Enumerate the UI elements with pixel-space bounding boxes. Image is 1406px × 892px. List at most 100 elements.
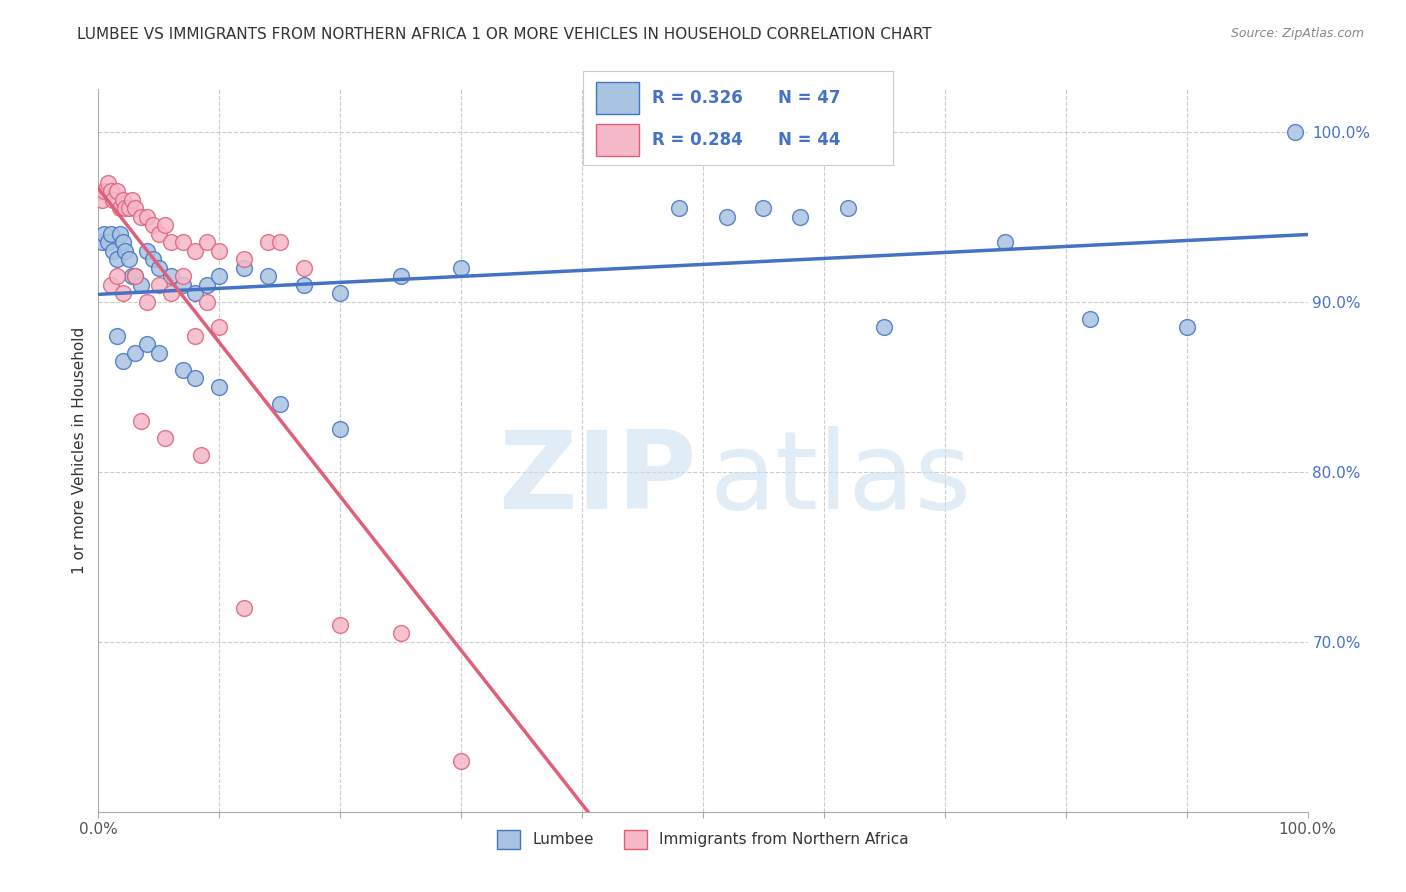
FancyBboxPatch shape <box>596 124 640 156</box>
Point <box>135 337 157 351</box>
Point <box>91 235 114 250</box>
Point <box>124 269 146 284</box>
Point <box>450 754 472 768</box>
Point <box>256 269 278 284</box>
Point <box>111 193 134 207</box>
Point <box>1078 311 1101 326</box>
Point <box>789 210 811 224</box>
Point <box>160 269 183 284</box>
Point <box>135 294 157 309</box>
Point <box>389 626 412 640</box>
Point <box>195 235 218 250</box>
Point <box>142 218 165 232</box>
Text: ZIP: ZIP <box>499 426 697 533</box>
Legend: Lumbee, Immigrants from Northern Africa: Lumbee, Immigrants from Northern Africa <box>491 824 915 855</box>
Point <box>93 184 115 198</box>
Point <box>129 210 152 224</box>
Point <box>105 252 128 267</box>
Point <box>668 201 690 215</box>
Point <box>232 252 254 267</box>
Point <box>148 277 170 292</box>
Point <box>184 328 207 343</box>
Point <box>190 448 212 462</box>
Text: R = 0.284: R = 0.284 <box>651 131 742 149</box>
Point <box>148 345 170 359</box>
Point <box>752 201 775 215</box>
Point <box>124 269 146 284</box>
Point <box>1284 125 1306 139</box>
Text: LUMBEE VS IMMIGRANTS FROM NORTHERN AFRICA 1 OR MORE VEHICLES IN HOUSEHOLD CORREL: LUMBEE VS IMMIGRANTS FROM NORTHERN AFRIC… <box>77 27 932 42</box>
Y-axis label: 1 or more Vehicles in Household: 1 or more Vehicles in Household <box>72 326 87 574</box>
Point <box>208 269 231 284</box>
Point <box>105 269 128 284</box>
Point <box>195 294 218 309</box>
Point <box>118 201 141 215</box>
Point <box>100 277 122 292</box>
Point <box>292 277 315 292</box>
Point <box>329 286 352 301</box>
Point <box>148 260 170 275</box>
Point <box>100 184 122 198</box>
Point <box>292 260 315 275</box>
Point <box>111 286 134 301</box>
Point <box>129 277 152 292</box>
Point <box>105 184 128 198</box>
Point <box>256 235 278 250</box>
Point <box>232 260 254 275</box>
Point <box>114 201 136 215</box>
Point <box>269 397 291 411</box>
Point <box>124 345 146 359</box>
Point <box>111 235 134 250</box>
Text: R = 0.326: R = 0.326 <box>651 88 742 106</box>
Point <box>184 244 207 258</box>
Point <box>269 235 291 250</box>
Point <box>232 600 254 615</box>
Point <box>135 244 157 258</box>
Point <box>172 235 194 250</box>
Text: N = 44: N = 44 <box>779 131 841 149</box>
Point <box>153 431 176 445</box>
Point <box>172 362 194 376</box>
Point <box>135 210 157 224</box>
Point <box>160 286 183 301</box>
Point <box>114 244 136 258</box>
Point <box>208 320 231 334</box>
Point <box>111 354 134 368</box>
Point <box>142 252 165 267</box>
Point <box>153 218 176 232</box>
Point <box>97 176 120 190</box>
Point <box>1175 320 1198 334</box>
Point <box>93 227 115 241</box>
Point <box>121 269 143 284</box>
Point <box>195 277 218 292</box>
Point <box>105 328 128 343</box>
Point <box>837 201 859 215</box>
Text: N = 47: N = 47 <box>779 88 841 106</box>
Point <box>184 371 207 385</box>
Point <box>716 210 738 224</box>
Point <box>108 201 131 215</box>
Text: Source: ZipAtlas.com: Source: ZipAtlas.com <box>1230 27 1364 40</box>
Point <box>108 227 131 241</box>
Point <box>389 269 412 284</box>
Point <box>91 193 114 207</box>
Point <box>101 193 124 207</box>
Point <box>124 201 146 215</box>
Point <box>97 235 120 250</box>
Point <box>450 260 472 275</box>
Point <box>172 269 194 284</box>
Point <box>208 380 231 394</box>
Point <box>101 244 124 258</box>
Point <box>118 252 141 267</box>
Point <box>148 227 170 241</box>
Point <box>100 227 122 241</box>
Point <box>184 286 207 301</box>
Point <box>129 414 152 428</box>
Text: atlas: atlas <box>709 426 972 533</box>
Point <box>994 235 1017 250</box>
Point <box>208 244 231 258</box>
Point <box>160 235 183 250</box>
Point <box>172 277 194 292</box>
Point <box>873 320 896 334</box>
Point <box>121 193 143 207</box>
